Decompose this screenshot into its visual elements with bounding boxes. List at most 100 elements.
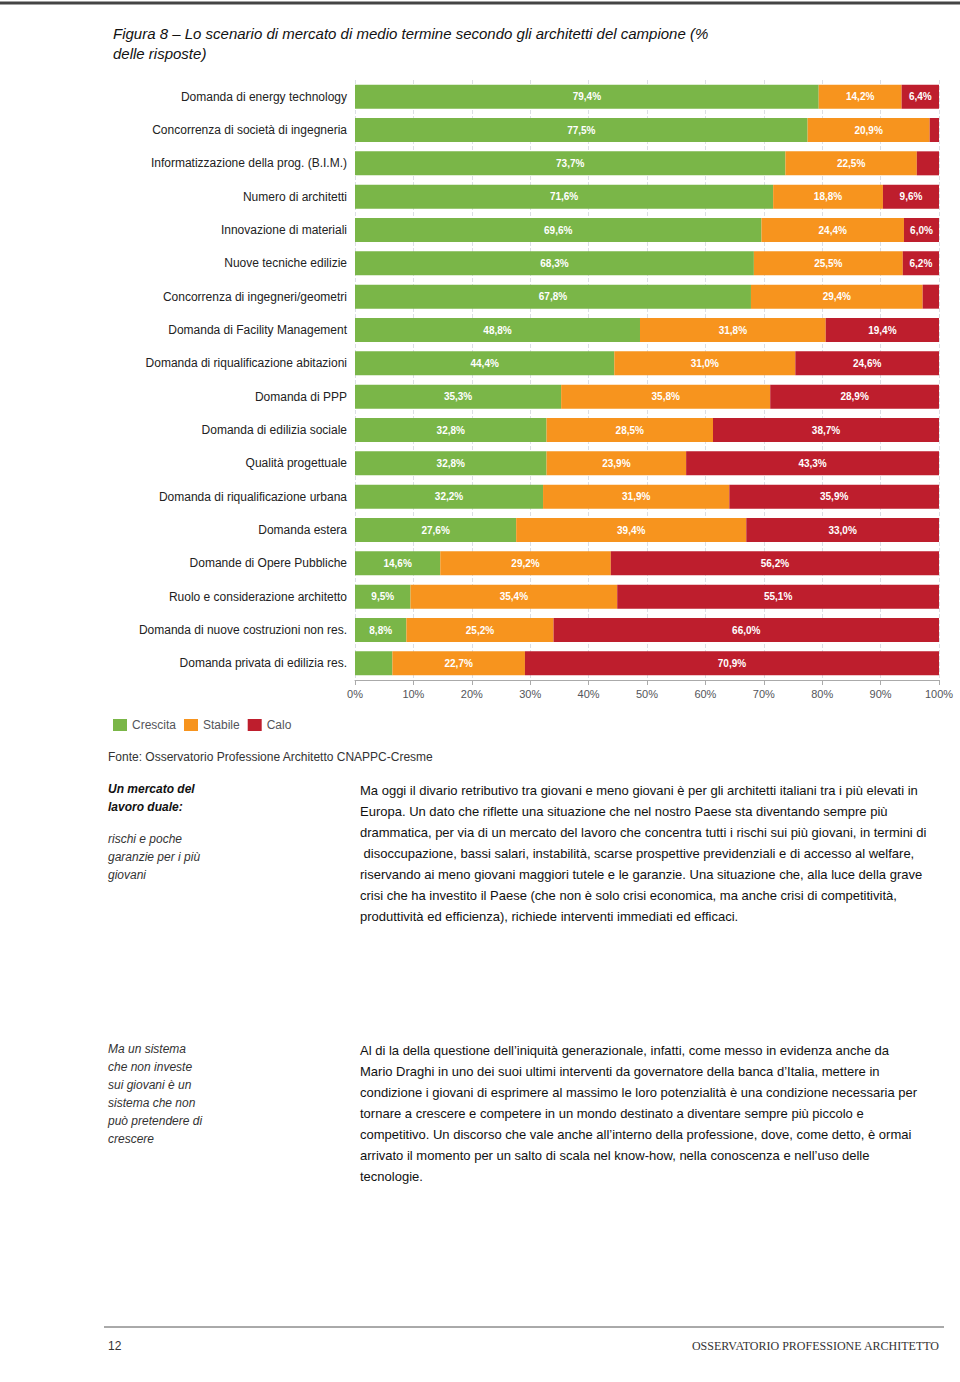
- svg-text:Domanda di energy technology: Domanda di energy technology: [181, 90, 347, 104]
- svg-text:Domanda di Facility Management: Domanda di Facility Management: [168, 323, 347, 337]
- svg-text:può pretendere di: può pretendere di: [107, 1114, 202, 1128]
- svg-text:riservando ai meno giovani mag: riservando ai meno giovani maggiori tute…: [360, 867, 926, 882]
- svg-text:31,9%: 31,9%: [622, 491, 650, 502]
- svg-text:Domanda di PPP: Domanda di PPP: [255, 390, 347, 404]
- svg-text:Domanda di edilizia sociale: Domanda di edilizia sociale: [202, 423, 348, 437]
- svg-text:48,8%: 48,8%: [483, 325, 511, 336]
- svg-text:28,9%: 28,9%: [840, 391, 868, 402]
- svg-text:60%: 60%: [694, 688, 716, 700]
- svg-text:sui giovani è un: sui giovani è un: [108, 1078, 192, 1092]
- svg-text:35,3%: 35,3%: [444, 391, 472, 402]
- svg-text:Domanda estera: Domanda estera: [258, 523, 347, 537]
- svg-text:Domanda privata di edilizia re: Domanda privata di edilizia res.: [180, 656, 347, 670]
- svg-text:OSSERVATORIO PROFESSIONE ARCHI: OSSERVATORIO PROFESSIONE ARCHITETTO: [692, 1339, 939, 1353]
- svg-text:sistema che non: sistema che non: [108, 1096, 196, 1110]
- svg-text:100%: 100%: [925, 688, 953, 700]
- svg-text:Innovazione di materiali: Innovazione di materiali: [221, 223, 347, 237]
- svg-text:14,2%: 14,2%: [846, 91, 874, 102]
- svg-text:50%: 50%: [636, 688, 658, 700]
- svg-text:6,0%: 6,0%: [910, 225, 933, 236]
- svg-text:14,6%: 14,6%: [383, 558, 411, 569]
- svg-text:6,2%: 6,2%: [909, 258, 932, 269]
- svg-text:67,8%: 67,8%: [539, 291, 567, 302]
- svg-text:73,7%: 73,7%: [556, 158, 584, 169]
- svg-text:Concorrenza di società di inge: Concorrenza di società di ingegneria: [152, 123, 347, 137]
- svg-text:24,6%: 24,6%: [853, 358, 881, 369]
- svg-text:23,9%: 23,9%: [602, 458, 630, 469]
- svg-text:delle risposte): delle risposte): [113, 45, 206, 62]
- svg-text:Domande di Opere Pubbliche: Domande di Opere Pubbliche: [190, 556, 348, 570]
- svg-text:Un mercato del: Un mercato del: [108, 782, 195, 796]
- svg-text:rischi e poche: rischi e poche: [108, 832, 182, 846]
- svg-text:lavoro duale:: lavoro duale:: [108, 800, 183, 814]
- svg-text:24,4%: 24,4%: [819, 225, 847, 236]
- svg-text:condizione i giovani di esprim: condizione i giovani di esprimere al mas…: [360, 1085, 921, 1100]
- svg-text:27,6%: 27,6%: [421, 525, 449, 536]
- svg-text:garanzie per i più: garanzie per i più: [108, 850, 200, 864]
- svg-text:Mario Draghi in uno dei suoi u: Mario Draghi in uno dei suoi ultimi inte…: [360, 1064, 883, 1079]
- svg-text:56,2%: 56,2%: [761, 558, 789, 569]
- svg-text:29,4%: 29,4%: [823, 291, 851, 302]
- svg-text:12: 12: [108, 1339, 122, 1353]
- svg-text:69,6%: 69,6%: [544, 225, 572, 236]
- svg-text:Ruolo e considerazione archite: Ruolo e considerazione architetto: [169, 590, 347, 604]
- svg-text:Europa. Un dato che riflette u: Europa. Un dato che riflette una situazi…: [360, 804, 891, 819]
- svg-text:giovani: giovani: [108, 868, 146, 882]
- svg-text:70,9%: 70,9%: [718, 658, 746, 669]
- svg-text:22,5%: 22,5%: [837, 158, 865, 169]
- svg-text:43,3%: 43,3%: [798, 458, 826, 469]
- svg-text:40%: 40%: [578, 688, 600, 700]
- svg-text:39,4%: 39,4%: [617, 525, 645, 536]
- svg-text:crescere: crescere: [108, 1132, 154, 1146]
- svg-text:33,0%: 33,0%: [828, 525, 856, 536]
- svg-text:90%: 90%: [870, 688, 892, 700]
- svg-text:38,7%: 38,7%: [812, 425, 840, 436]
- svg-text:32,8%: 32,8%: [437, 458, 465, 469]
- svg-text:68,3%: 68,3%: [540, 258, 568, 269]
- svg-text:arrivato il momento per un sal: arrivato il momento per un salto di scal…: [360, 1148, 873, 1163]
- svg-text:Domanda di riqualificazione ur: Domanda di riqualificazione urbana: [159, 490, 347, 504]
- svg-text:30%: 30%: [519, 688, 541, 700]
- svg-text:tornare a crescere e competere: tornare a crescere e competere in un mon…: [360, 1106, 867, 1121]
- svg-text:Qualità progettuale: Qualità progettuale: [246, 456, 348, 470]
- svg-text:66,0%: 66,0%: [732, 625, 760, 636]
- svg-text:6,4%: 6,4%: [909, 91, 932, 102]
- svg-text:70%: 70%: [753, 688, 775, 700]
- svg-text:19,4%: 19,4%: [868, 325, 896, 336]
- svg-text:35,8%: 35,8%: [652, 391, 680, 402]
- svg-text:disoccupazione, bassi salari,: disoccupazione, bassi salari, instabilit…: [360, 846, 918, 861]
- svg-text:29,2%: 29,2%: [511, 558, 539, 569]
- svg-text:9,6%: 9,6%: [900, 191, 923, 202]
- svg-text:Domanda di riqualificazione ab: Domanda di riqualificazione abitazioni: [146, 356, 347, 370]
- svg-text:35,9%: 35,9%: [820, 491, 848, 502]
- svg-text:9,5%: 9,5%: [371, 591, 394, 602]
- svg-text:25,2%: 25,2%: [466, 625, 494, 636]
- svg-text:produttività ed efficienza), r: produttività ed efficienza), richiede in…: [360, 909, 738, 924]
- svg-text:10%: 10%: [402, 688, 424, 700]
- svg-text:25,5%: 25,5%: [814, 258, 842, 269]
- svg-text:20%: 20%: [461, 688, 483, 700]
- svg-text:35,4%: 35,4%: [500, 591, 528, 602]
- svg-text:drammatica, per via di un merc: drammatica, per via di un mercato del la…: [360, 825, 927, 840]
- svg-text:79,4%: 79,4%: [573, 91, 601, 102]
- svg-text:0%: 0%: [347, 688, 363, 700]
- svg-text:Nuove tecniche edilizie: Nuove tecniche edilizie: [224, 256, 347, 270]
- svg-text:28,5%: 28,5%: [616, 425, 644, 436]
- svg-text:80%: 80%: [811, 688, 833, 700]
- svg-text:31,8%: 31,8%: [719, 325, 747, 336]
- svg-text:44,4%: 44,4%: [470, 358, 498, 369]
- svg-text:20,9%: 20,9%: [854, 125, 882, 136]
- svg-text:55,1%: 55,1%: [764, 591, 792, 602]
- svg-text:tecnologie.: tecnologie.: [360, 1169, 423, 1184]
- svg-text:Informatizzazione della prog.: Informatizzazione della prog. (B.I.M.): [151, 156, 347, 170]
- svg-text:77,5%: 77,5%: [567, 125, 595, 136]
- svg-text:32,8%: 32,8%: [437, 425, 465, 436]
- svg-text:22,7%: 22,7%: [444, 658, 472, 669]
- svg-text:Concorrenza di ingegneri/geome: Concorrenza di ingegneri/geometri: [163, 290, 347, 304]
- svg-text:Al di la della questione dell’: Al di la della questione dell’iniquità g…: [360, 1043, 893, 1058]
- svg-text:competitivo. Un discorso che v: competitivo. Un discorso che vale anche …: [360, 1127, 915, 1142]
- svg-text:Numero di architetti: Numero di architetti: [243, 190, 347, 204]
- svg-text:8,8%: 8,8%: [369, 625, 392, 636]
- svg-text:Ma oggi il divario retributivo: Ma oggi il divario retributivo tra giova…: [360, 783, 921, 798]
- svg-text:Crescita: Crescita: [132, 718, 176, 732]
